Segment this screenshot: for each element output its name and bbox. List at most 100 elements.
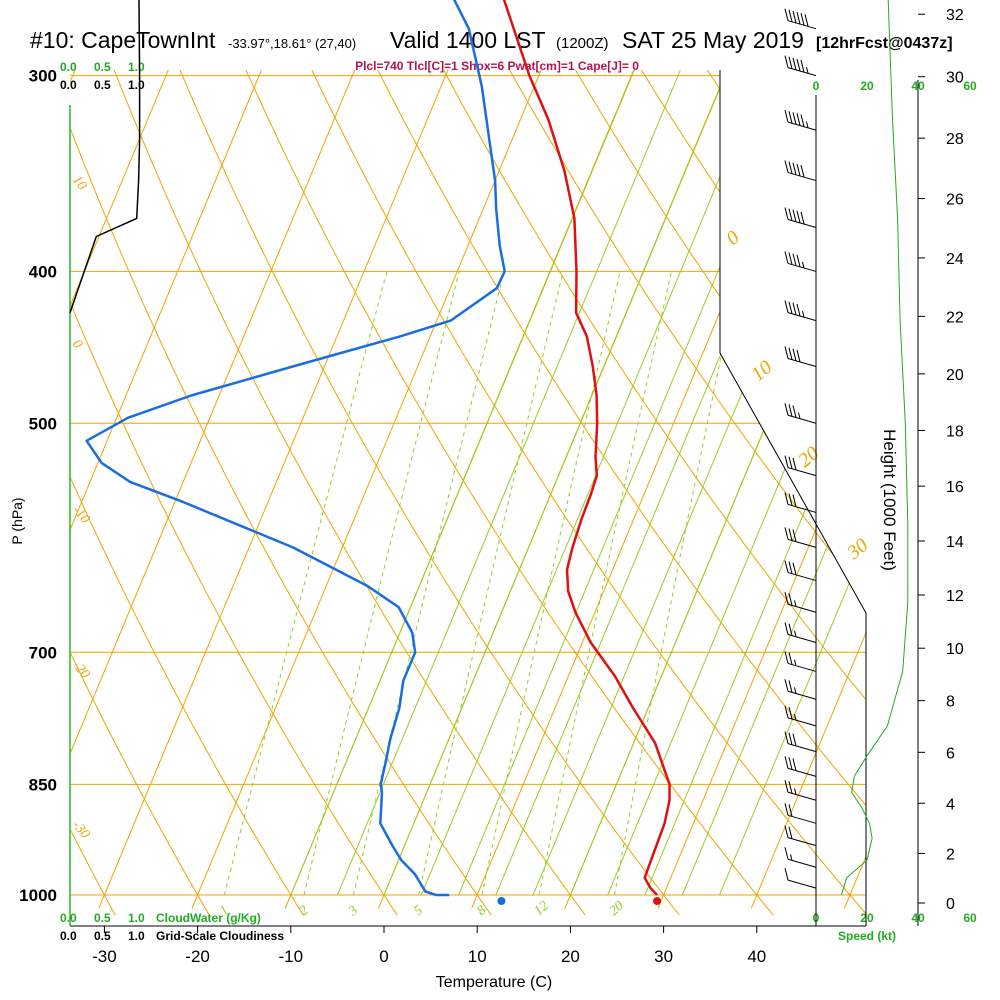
wind-barb-flag bbox=[788, 732, 793, 745]
surface-t-marker bbox=[653, 897, 662, 905]
wind-barb-flag bbox=[784, 622, 789, 635]
wind-barb bbox=[784, 346, 817, 368]
temperature-tick-label: -30 bbox=[92, 947, 117, 966]
wind-barb-flag bbox=[806, 67, 809, 74]
wind-barb-flag bbox=[784, 705, 789, 719]
wind-barb bbox=[784, 455, 817, 477]
cloudiness-bottom-tick: 0.5 bbox=[94, 929, 111, 943]
wind-barb-flag bbox=[796, 254, 801, 267]
dry-adiabat-label: 0 bbox=[722, 227, 744, 250]
moist-adiabat-line bbox=[681, 70, 866, 896]
isotherm-line bbox=[750, 70, 866, 909]
mixing-ratio-line bbox=[481, 271, 621, 896]
height-tick-label: 8 bbox=[946, 694, 955, 711]
height-tick-label: 32 bbox=[946, 7, 964, 24]
speed-top-tick: 20 bbox=[860, 79, 874, 93]
wind-barb bbox=[784, 160, 817, 182]
dry-adiabat-label: 20 bbox=[794, 442, 823, 472]
wind-barb-flag bbox=[788, 111, 793, 124]
wind-barb-flag bbox=[788, 826, 793, 839]
wind-barb-staff bbox=[787, 743, 817, 753]
wind-barb-flag bbox=[796, 58, 801, 72]
temperature-tick-label: -10 bbox=[279, 947, 304, 966]
dry-adiabat-line bbox=[0, 0, 21, 915]
wind-barb-flag bbox=[792, 162, 797, 175]
wind-barb-flag bbox=[796, 349, 801, 362]
surface-td-marker bbox=[497, 897, 506, 905]
isotherm-line bbox=[284, 70, 696, 909]
temperature-line bbox=[502, 0, 671, 896]
wind-barb-flag bbox=[788, 706, 793, 720]
wind-barb bbox=[784, 825, 817, 847]
cloud-water-top-tick: 0.0 bbox=[60, 60, 77, 74]
height-tick-label: 28 bbox=[946, 131, 964, 148]
wind-barb-flag bbox=[794, 687, 797, 694]
wind-barb-flag bbox=[788, 301, 793, 314]
moist-adiabat-line bbox=[532, 70, 866, 896]
title-coords: -33.97°,18.61° (27,40) bbox=[228, 36, 356, 51]
wind-barb-staff bbox=[787, 791, 817, 801]
isotherm-label: -30 bbox=[69, 818, 92, 842]
height-tick-label: 20 bbox=[946, 367, 964, 384]
wind-barb bbox=[784, 756, 817, 777]
wind-barb-flag bbox=[788, 757, 793, 770]
mixing-ratio-line bbox=[303, 271, 460, 896]
wind-barb bbox=[784, 207, 817, 228]
moist-adiabat-line bbox=[607, 70, 866, 896]
wind-barb-flag bbox=[784, 825, 789, 838]
wind-barb-flag bbox=[788, 456, 793, 469]
dry-adiabat-line bbox=[493, 70, 866, 916]
wind-barb bbox=[784, 847, 817, 868]
grid-clip-group bbox=[0, 0, 866, 916]
height-axis-label: Height (1000 Feet) bbox=[880, 429, 899, 571]
cloudiness-label: Grid-Scale Cloudiness bbox=[156, 929, 284, 943]
cloud-water-top-tick: 0.5 bbox=[94, 60, 111, 74]
cloud-water-bottom-tick: 0.5 bbox=[94, 911, 111, 925]
dry-adiabat-label: 30 bbox=[842, 534, 872, 564]
title-forecast: [12hrFcst@0437z] bbox=[816, 35, 953, 52]
pressure-tick-label: 1000 bbox=[19, 886, 57, 905]
pressure-tick-label: 300 bbox=[29, 67, 57, 86]
temperature-tick-label: -20 bbox=[185, 947, 210, 966]
wind-barb-flag bbox=[788, 804, 793, 817]
wind-barb-flag bbox=[788, 161, 793, 174]
wind-barb bbox=[784, 8, 817, 30]
dry-adiabat-label: 10 bbox=[747, 356, 776, 386]
wind-barb-staff bbox=[787, 503, 817, 513]
mixing-ratio-line bbox=[223, 271, 388, 896]
wind-barb bbox=[784, 560, 817, 582]
wind-barb-flag bbox=[784, 679, 789, 692]
isotherm-line bbox=[70, 70, 137, 909]
dry-adiabat-line bbox=[121, 70, 680, 916]
wind-barb-staff bbox=[787, 358, 817, 368]
chart-subtitle: Plcl=740 Tlcl[C]=1 Shox=6 Pwat[cm]=1 Cap… bbox=[355, 59, 639, 73]
wind-barb-staff bbox=[787, 414, 817, 424]
wind-barb-flag bbox=[784, 403, 789, 416]
wind-barb-staff bbox=[787, 662, 817, 672]
wind-barb-staff bbox=[787, 67, 817, 77]
wind-barb-flag bbox=[784, 592, 789, 605]
moist-adiabat-line bbox=[569, 70, 866, 896]
cloudiness-line bbox=[69, 0, 141, 313]
moist-adiabat-line bbox=[458, 70, 852, 896]
wind-barb-staff bbox=[787, 603, 817, 613]
wind-speed-line bbox=[841, 0, 909, 896]
wind-barb-staff bbox=[787, 879, 817, 889]
height-tick-label: 30 bbox=[946, 70, 964, 87]
pressure-tick-label: 700 bbox=[29, 643, 57, 662]
cloudiness-bottom-tick: 1.0 bbox=[128, 929, 145, 943]
dry-adiabat-line bbox=[70, 70, 210, 916]
wind-barb bbox=[784, 803, 817, 824]
wind-barb-flag bbox=[802, 261, 805, 268]
cloud-water-bottom-tick: 1.0 bbox=[128, 911, 145, 925]
cloud-water-top-tick: 1.0 bbox=[128, 60, 145, 74]
height-tick-label: 4 bbox=[946, 796, 955, 813]
wind-barb-flag bbox=[792, 457, 797, 470]
isotherm-label: -20 bbox=[69, 658, 92, 682]
moist-adiabat-line bbox=[644, 70, 866, 896]
wind-barb-flag bbox=[800, 114, 805, 127]
mixing-ratio-line bbox=[352, 271, 505, 896]
wind-barb-flag bbox=[788, 680, 793, 693]
temperature-tick-label: 30 bbox=[654, 947, 673, 966]
wind-barb-flag bbox=[784, 251, 789, 264]
